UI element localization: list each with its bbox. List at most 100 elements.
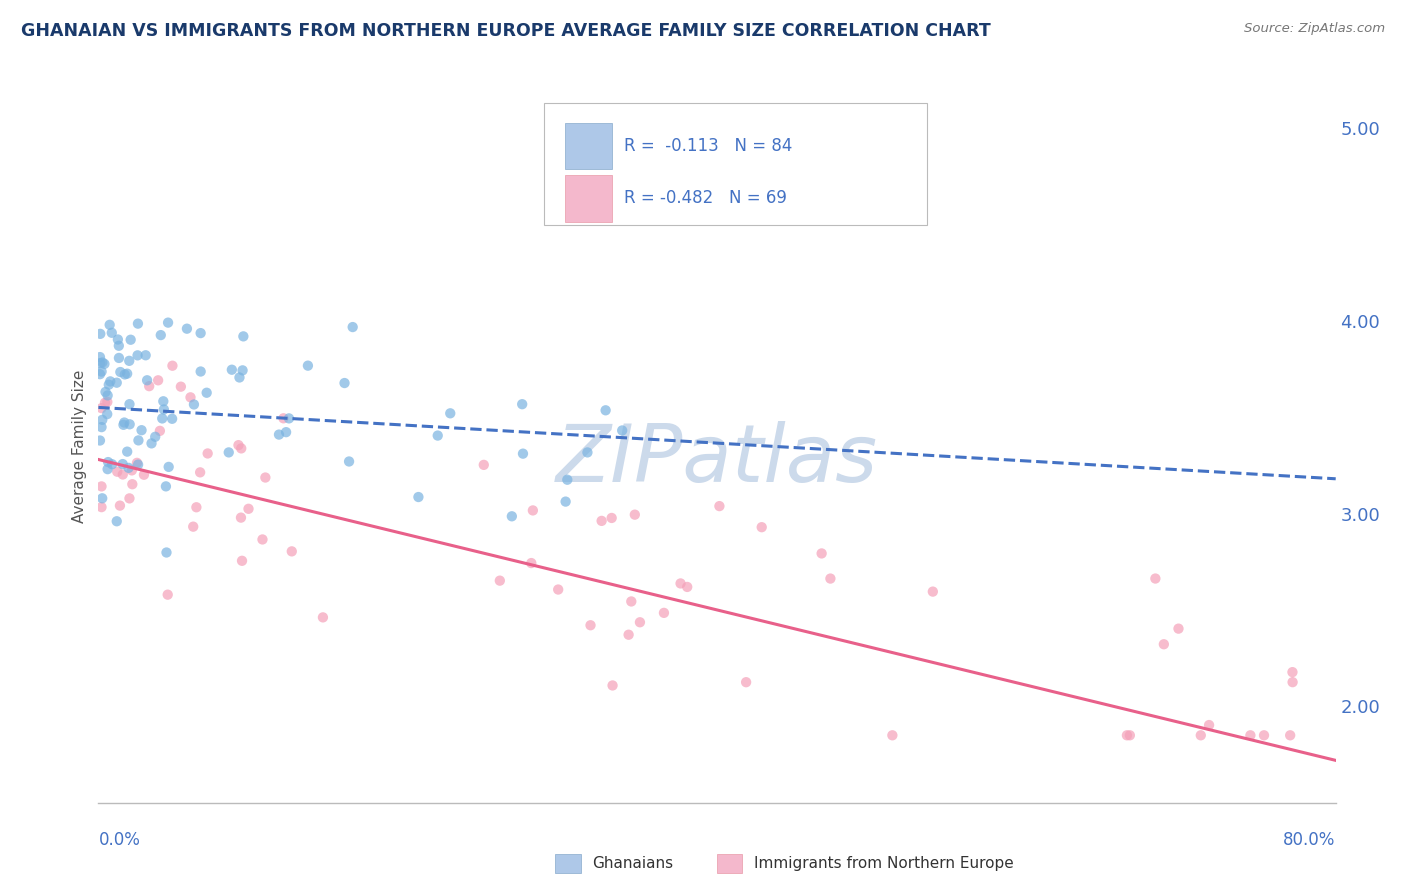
- Text: Immigrants from Northern Europe: Immigrants from Northern Europe: [754, 856, 1014, 871]
- Point: [751, 520, 773, 534]
- Point: [105, 514, 128, 528]
- Point: [98, 375, 121, 389]
- Point: [547, 582, 569, 597]
- Point: [118, 354, 141, 368]
- Point: [97, 377, 120, 392]
- Text: Source: ZipAtlas.com: Source: ZipAtlas.com: [1244, 22, 1385, 36]
- Point: [146, 373, 169, 387]
- Point: [273, 411, 295, 425]
- Point: [89, 434, 111, 448]
- Point: [820, 572, 842, 586]
- Point: [112, 417, 135, 432]
- Point: [91, 355, 114, 369]
- Point: [118, 417, 141, 432]
- Point: [921, 584, 943, 599]
- Point: [426, 428, 449, 442]
- Point: [90, 365, 112, 379]
- Point: [101, 457, 124, 471]
- Point: [121, 477, 143, 491]
- Point: [190, 364, 212, 378]
- Point: [1198, 718, 1220, 732]
- Point: [93, 357, 115, 371]
- Point: [136, 373, 159, 387]
- Point: [127, 317, 149, 331]
- Point: [91, 491, 114, 506]
- Point: [1116, 728, 1139, 742]
- Point: [1253, 728, 1275, 742]
- Point: [522, 503, 544, 517]
- Text: 80.0%: 80.0%: [1284, 831, 1336, 849]
- Point: [108, 351, 131, 365]
- Point: [152, 394, 174, 409]
- Point: [579, 618, 602, 632]
- Point: [231, 554, 253, 568]
- Point: [555, 473, 578, 487]
- Text: Ghanaians: Ghanaians: [592, 856, 673, 871]
- Point: [228, 438, 250, 452]
- Point: [624, 508, 647, 522]
- Bar: [565, 175, 612, 221]
- Point: [252, 533, 274, 547]
- Point: [267, 427, 290, 442]
- Text: GHANAIAN VS IMMIGRANTS FROM NORTHERN EUROPE AVERAGE FAMILY SIZE CORRELATION CHAR: GHANAIAN VS IMMIGRANTS FROM NORTHERN EUR…: [21, 22, 991, 40]
- Point: [342, 320, 364, 334]
- Point: [111, 457, 134, 471]
- Point: [810, 546, 832, 560]
- Point: [512, 447, 534, 461]
- Point: [115, 367, 138, 381]
- Point: [188, 466, 211, 480]
- Point: [120, 333, 142, 347]
- Point: [520, 556, 543, 570]
- Point: [595, 403, 617, 417]
- Point: [94, 396, 117, 410]
- Point: [1281, 675, 1303, 690]
- Point: [408, 490, 430, 504]
- Point: [162, 359, 184, 373]
- Point: [183, 397, 205, 411]
- Point: [652, 606, 675, 620]
- Point: [153, 402, 176, 417]
- Point: [115, 444, 138, 458]
- Point: [160, 411, 183, 425]
- Point: [127, 348, 149, 362]
- Point: [111, 467, 134, 482]
- Point: [179, 390, 201, 404]
- Text: ZIPatlas: ZIPatlas: [555, 421, 879, 500]
- Point: [190, 326, 212, 340]
- Point: [89, 356, 111, 370]
- FancyBboxPatch shape: [544, 103, 928, 225]
- Point: [112, 416, 135, 430]
- Point: [107, 333, 129, 347]
- Point: [274, 425, 297, 439]
- Point: [195, 385, 218, 400]
- Y-axis label: Average Family Size: Average Family Size: [72, 369, 87, 523]
- Point: [155, 479, 177, 493]
- Point: [157, 459, 180, 474]
- Point: [135, 348, 157, 362]
- Point: [620, 594, 643, 608]
- Point: [1239, 728, 1261, 742]
- Point: [138, 379, 160, 393]
- Point: [439, 406, 461, 420]
- Point: [125, 456, 148, 470]
- Point: [218, 445, 240, 459]
- Point: [127, 434, 149, 448]
- Point: [232, 363, 254, 377]
- Point: [97, 388, 120, 402]
- Point: [108, 339, 131, 353]
- Point: [1119, 728, 1142, 742]
- Point: [591, 514, 613, 528]
- Point: [89, 367, 111, 381]
- Point: [90, 479, 112, 493]
- Point: [333, 376, 356, 390]
- Point: [118, 491, 141, 506]
- Point: [105, 376, 128, 390]
- Point: [98, 318, 121, 332]
- Point: [141, 436, 163, 450]
- Point: [1153, 637, 1175, 651]
- Point: [221, 362, 243, 376]
- Point: [628, 615, 651, 630]
- Point: [612, 424, 634, 438]
- Point: [602, 678, 624, 692]
- Point: [89, 326, 111, 341]
